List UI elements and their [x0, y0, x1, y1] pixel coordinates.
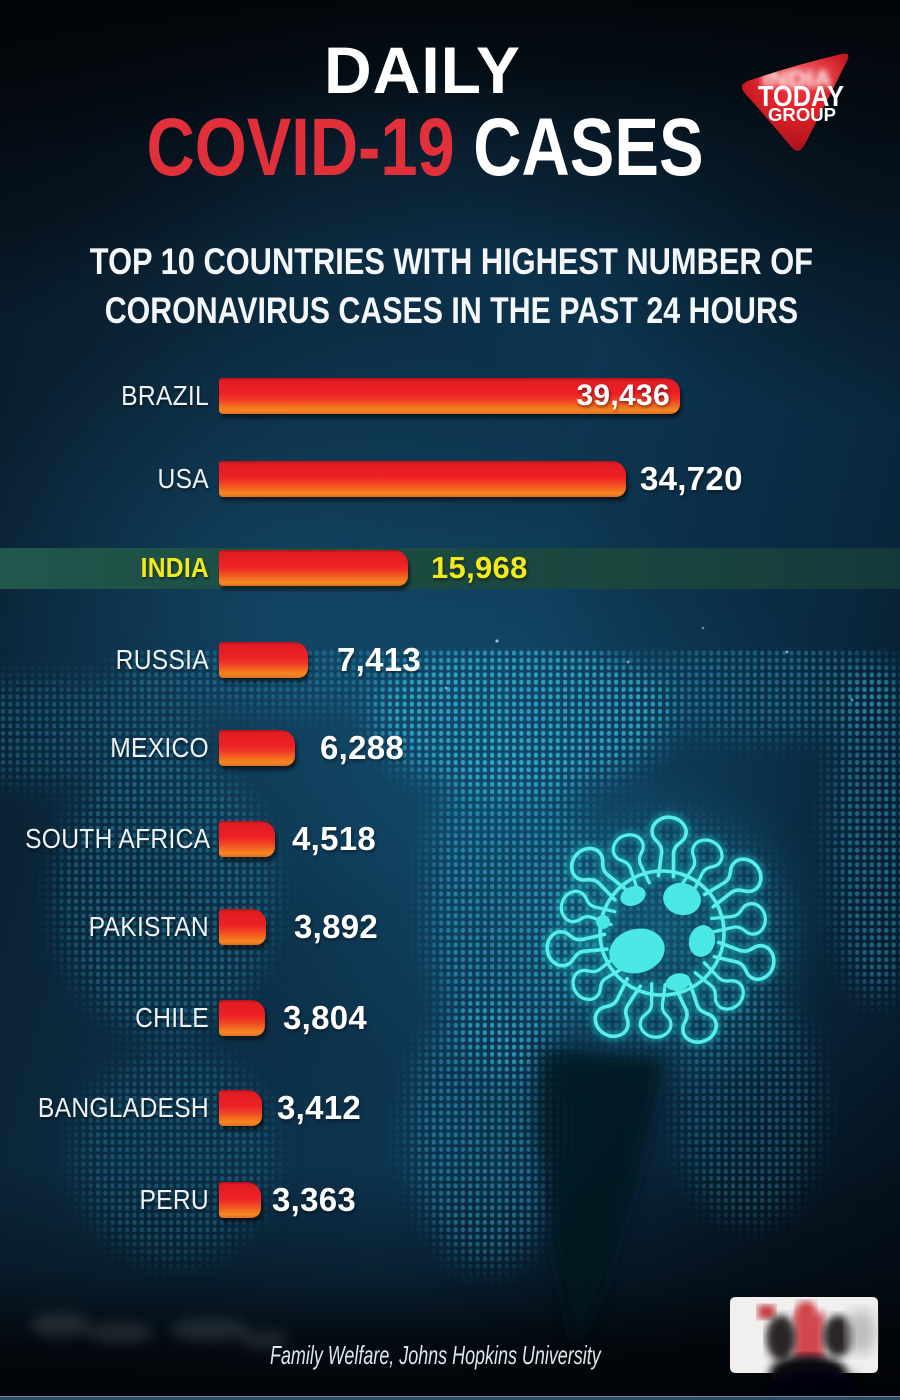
- svg-text:TODAY: TODAY: [758, 81, 844, 113]
- svg-text:GROUP: GROUP: [768, 104, 836, 125]
